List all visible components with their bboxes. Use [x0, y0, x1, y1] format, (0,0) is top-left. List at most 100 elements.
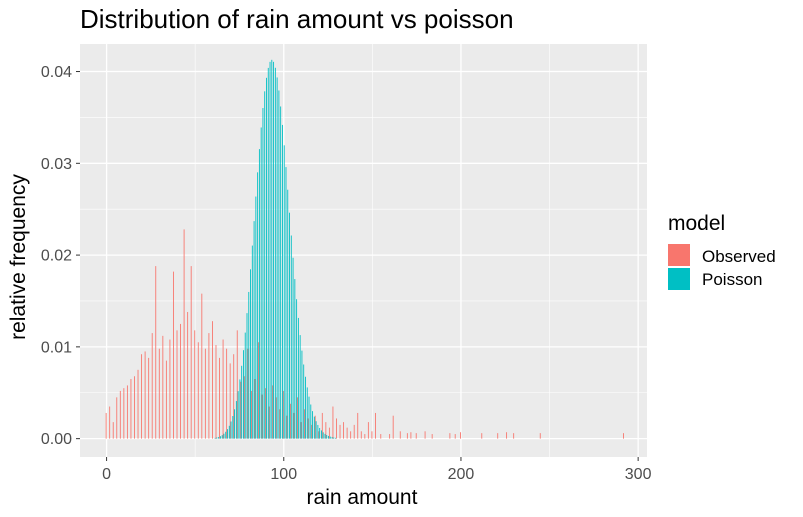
observed-bar	[268, 406, 270, 439]
observed-bar	[415, 433, 417, 439]
poisson-bar	[248, 291, 250, 439]
observed-bar	[204, 348, 206, 439]
grid-major	[80, 44, 647, 457]
observed-bars	[105, 229, 624, 439]
poisson-bar	[251, 245, 253, 439]
observed-bar	[332, 406, 334, 439]
poisson-bar	[274, 67, 276, 439]
observed-bar	[243, 376, 245, 439]
poisson-bar	[297, 317, 299, 439]
poisson-bar	[280, 106, 282, 439]
observed-bar	[289, 403, 291, 439]
observed-bar	[328, 427, 330, 439]
poisson-bar	[228, 425, 230, 439]
observed-bar	[297, 397, 298, 439]
poisson-bar	[276, 77, 278, 439]
observed-bar	[321, 412, 323, 439]
poisson-bar	[237, 391, 239, 439]
poisson-bar	[313, 416, 315, 439]
poisson-bar	[234, 409, 236, 439]
poisson-bar	[296, 299, 298, 439]
observed-bar	[109, 406, 111, 439]
poisson-bar	[269, 61, 271, 439]
poisson-bar	[299, 335, 301, 439]
poisson-bar	[315, 421, 317, 439]
poisson-bars	[214, 59, 337, 439]
poisson-bar	[218, 436, 220, 439]
observed-bar	[222, 339, 224, 439]
x-axis-title: rain amount	[307, 486, 418, 509]
poisson-bar	[303, 364, 305, 439]
observed-bar	[314, 415, 316, 439]
observed-bar	[311, 424, 313, 439]
grid-minor	[80, 44, 647, 457]
y-axis-title: relative frequency	[7, 174, 30, 340]
poisson-bar	[214, 437, 216, 439]
x-tick-label: 300	[625, 466, 652, 483]
legend: model Observed Poisson	[668, 212, 776, 290]
observed-bar	[240, 381, 242, 439]
observed-bar	[364, 434, 366, 439]
observed-bar	[272, 385, 274, 439]
observed-bar	[194, 330, 196, 439]
observed-bar	[410, 432, 412, 439]
observed-bar	[173, 271, 174, 439]
observed-bar	[399, 431, 401, 439]
poisson-bar	[333, 437, 335, 439]
observed-bar	[116, 397, 118, 439]
poisson-bar	[223, 433, 225, 439]
poisson-bar	[244, 332, 246, 439]
poisson-bar	[271, 59, 273, 439]
observed-bar	[336, 418, 337, 439]
poisson-bar	[239, 379, 241, 439]
observed-bar	[126, 385, 128, 439]
x-tick-label: 100	[270, 466, 297, 483]
poisson-bar	[227, 429, 228, 439]
observed-bar	[307, 418, 309, 439]
observed-bar	[208, 333, 210, 439]
poisson-bar	[319, 427, 321, 439]
poisson-bar	[312, 411, 314, 439]
poisson-bar	[216, 437, 218, 439]
y-tick-label: 0.04	[41, 64, 72, 81]
observed-bar	[162, 335, 164, 439]
observed-bar	[339, 424, 341, 439]
observed-bar	[506, 432, 508, 439]
observed-bar	[350, 431, 352, 439]
poisson-bar	[322, 432, 324, 439]
legend-title: model	[668, 212, 725, 235]
observed-bar	[201, 293, 203, 439]
observed-bar	[318, 431, 320, 439]
observed-bar	[233, 354, 235, 439]
observed-bar	[236, 330, 238, 439]
poisson-bar	[310, 404, 312, 439]
plot-panel	[80, 44, 647, 457]
y-tick-label: 0.02	[41, 248, 72, 265]
poisson-bar	[264, 91, 266, 439]
poisson-bar	[317, 424, 319, 439]
observed-bar	[176, 330, 178, 439]
observed-bar	[261, 394, 263, 439]
poisson-bar	[285, 167, 287, 439]
observed-bar	[119, 390, 121, 439]
poisson-bar	[230, 421, 232, 439]
observed-bar	[513, 433, 515, 439]
observed-bar	[247, 348, 249, 439]
observed-bar	[134, 376, 135, 439]
observed-bar	[286, 415, 288, 439]
poisson-bar	[290, 235, 292, 439]
observed-bar	[353, 424, 355, 439]
poisson-bar	[241, 365, 243, 439]
observed-bar	[300, 422, 302, 439]
observed-bar	[454, 434, 456, 439]
observed-bar	[346, 427, 348, 439]
observed-bar	[304, 409, 306, 439]
observed-bar	[137, 369, 139, 439]
observed-bar	[123, 388, 125, 439]
poisson-bar	[255, 196, 257, 439]
observed-bar	[250, 390, 252, 439]
observed-bar	[219, 357, 220, 439]
x-tick-label: 200	[448, 466, 475, 483]
observed-bar	[392, 415, 394, 439]
